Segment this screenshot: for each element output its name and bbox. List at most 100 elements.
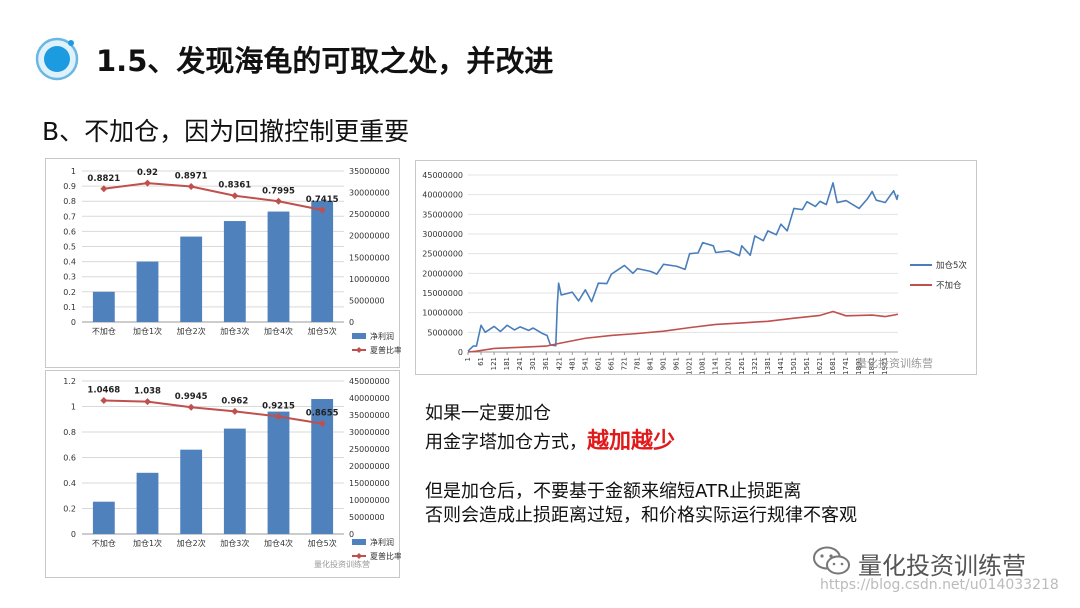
brand-watermark: 量化投资训练营	[858, 552, 1026, 580]
sharpe-point	[144, 398, 151, 406]
right-axis-tick: 25000000	[349, 445, 390, 454]
x-axis-tick: 601	[594, 357, 602, 370]
legend-label: 夏普比率	[370, 551, 401, 561]
sharpe-point	[187, 183, 195, 191]
x-axis-tick: 加仓1次	[133, 326, 162, 336]
right-axis-tick: 20000000	[349, 232, 390, 241]
data-label: 0.9945	[175, 392, 208, 402]
y-axis-tick: 10000000	[422, 309, 463, 318]
x-axis-tick: 1081	[699, 357, 707, 375]
data-label: 1.038	[134, 387, 161, 397]
left-axis-tick: 0	[71, 318, 76, 327]
chart-watermark: 量化投资训练营	[314, 559, 370, 569]
slide-subtitle: B、不加仓，因为回撤控制更重要	[42, 117, 410, 146]
x-axis-tick: 661	[607, 357, 615, 370]
y-axis-tick: 45000000	[422, 171, 463, 180]
y-axis-tick: 20000000	[422, 269, 463, 278]
right-axis-tick: 10000000	[349, 496, 390, 505]
legend-label: 加仓5次	[936, 260, 967, 271]
x-axis-tick: 1921	[881, 357, 889, 375]
legend-label: 夏普比率	[370, 345, 401, 355]
x-axis-tick: 121	[490, 357, 498, 370]
x-axis-tick: 加仓5次	[308, 538, 337, 548]
y-axis-tick: 35000000	[422, 210, 463, 219]
x-axis-tick: 1261	[738, 357, 746, 375]
sharpe-line	[103, 399, 323, 425]
x-axis-tick: 加仓2次	[177, 538, 206, 548]
bar	[311, 200, 334, 322]
sharpe-point	[275, 197, 282, 205]
text-line-1: 如果一定要加仓	[425, 403, 551, 424]
legend-label: 不加仓	[936, 280, 962, 291]
left-axis-tick: 0.4	[63, 479, 76, 488]
chart-sharpe-profit-1: 0 0.1 0.2 0.3 0.4 0.5 0.6 0.7 0.8 0.9 1 0 5000000 100…	[45, 158, 401, 368]
sharpe-point	[275, 413, 282, 421]
legend-label: 净利润	[370, 537, 394, 547]
x-axis-tick: 1441	[777, 357, 785, 375]
series-line	[467, 310, 899, 353]
chart-svg-2: 0 0.2 0.4 0.6 0.8 1 1.2 0 5000000 10000000 1500000…	[63, 377, 401, 569]
data-label: 0.8361	[218, 181, 251, 191]
bar	[92, 501, 115, 534]
left-axis-tick: 0.4	[63, 258, 76, 267]
chart-watermark: 量化投资训练营	[856, 356, 933, 370]
x-axis-tick: 361	[542, 357, 550, 370]
left-axis-tick: 0.7	[63, 212, 76, 221]
right-axis-tick: 35000000	[349, 411, 390, 420]
bar	[180, 236, 203, 322]
logo-icon	[35, 37, 79, 81]
x-axis-tick: 1501	[790, 357, 798, 375]
x-axis-tick: 加仓4次	[264, 326, 293, 336]
x-axis-tick: 加仓3次	[220, 326, 249, 336]
x-axis-tick: 301	[529, 357, 537, 370]
text-block-pyramid: 如果一定要加仓 用金字塔加仓方式，越加越少	[425, 400, 675, 457]
right-axis-tick: 30000000	[349, 428, 390, 437]
text-line-3: 但是加仓后，不要基于金额来缩短ATR止损距离	[425, 481, 802, 502]
x-axis-tick: 901	[660, 357, 668, 370]
text-block-atr: 但是加仓后，不要基于金额来缩短ATR止损距离 否则会造成止损距离过短，和价格实际…	[425, 480, 857, 528]
left-axis-tick: 1	[71, 167, 76, 176]
x-axis-tick: 1141	[712, 357, 720, 375]
right-axis-tick: 0	[349, 318, 354, 327]
bar	[92, 291, 115, 322]
data-label: 0.8821	[87, 174, 120, 184]
chart-equity-curve: 0 5000000 10000000 15000000 20000000 25000000…	[415, 160, 977, 375]
left-axis-tick: 0.3	[63, 273, 76, 282]
data-label: 0.92	[137, 168, 158, 178]
x-axis-tick: 不加仓	[92, 538, 116, 548]
left-axis-tick: 0.6	[63, 227, 76, 236]
legend-marker	[356, 553, 362, 559]
right-axis-tick: 30000000	[349, 189, 390, 198]
right-axis-tick: 0	[349, 530, 354, 539]
x-axis-tick: 721	[620, 357, 628, 370]
y-axis-tick: 15000000	[422, 289, 463, 298]
left-axis-tick: 0	[71, 530, 76, 539]
legend-swatch-bar	[352, 539, 366, 545]
right-axis-tick: 25000000	[349, 210, 390, 219]
left-axis-tick: 0.9	[63, 182, 76, 191]
data-label: 0.7415	[306, 195, 339, 205]
bar	[180, 449, 203, 534]
wechat-icon	[813, 546, 850, 575]
x-axis-tick: 481	[568, 357, 576, 370]
data-label: 0.8971	[175, 172, 208, 182]
data-label: 1.0468	[87, 386, 120, 396]
bar	[311, 399, 334, 534]
left-axis-tick: 1.2	[63, 377, 76, 386]
data-label: 0.962	[221, 396, 248, 406]
x-axis-tick: 421	[555, 357, 563, 370]
sharpe-point	[318, 206, 326, 214]
bar	[267, 411, 290, 534]
left-axis-tick: 0.6	[63, 454, 76, 463]
sharpe-point	[100, 185, 108, 193]
slide-title: 1.5、发现海龟的可取之处，并改进	[96, 44, 554, 78]
y-axis-tick: 25000000	[422, 250, 463, 259]
y-axis-tick: 5000000	[427, 328, 463, 337]
x-axis-tick: 1801	[855, 357, 863, 375]
x-axis-tick: 181	[503, 357, 511, 370]
left-axis-tick: 1	[71, 403, 76, 412]
x-axis-tick: 不加仓	[92, 326, 116, 336]
x-axis-tick: 781	[633, 357, 641, 370]
right-axis-tick: 5000000	[349, 296, 385, 305]
x-axis-tick: 加仓4次	[264, 538, 293, 548]
